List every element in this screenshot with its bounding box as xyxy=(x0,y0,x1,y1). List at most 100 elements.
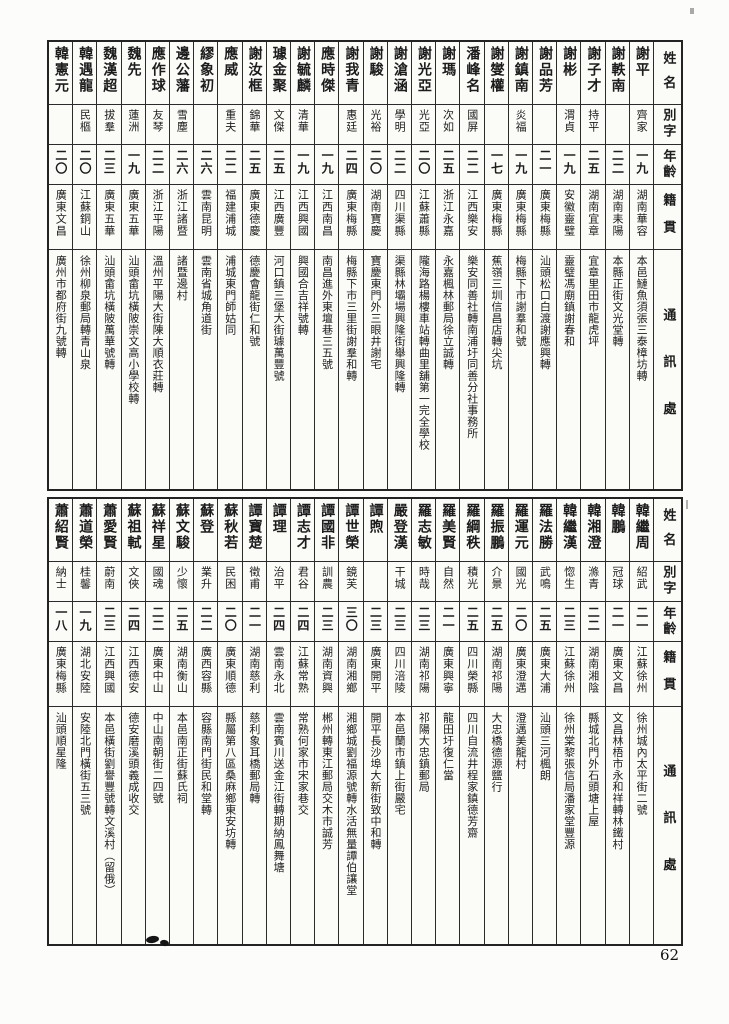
entry-address: 本邑南正街蘇氏祠 xyxy=(175,712,189,804)
entry-origin: 雲南永北 xyxy=(266,642,290,707)
entry-address: 梅縣下市三里街謝羣和轉 xyxy=(344,255,358,382)
directory-entry-column: 譚理 治平 二四 雲南永北 雲南賓川送金江街轉期納鳳舞塘 xyxy=(265,499,290,944)
entry-origin: 浙江平陽 xyxy=(145,185,169,250)
entry-alias: 民樞 xyxy=(73,105,97,145)
directory-entry-column: 應威 重夫 二二 福建浦城 浦城東門師姑同 xyxy=(217,42,242,489)
table-header-column: 姓名 別字 年齡 籍貫 通訊處 xyxy=(653,42,681,489)
directory-entry-column: 羅法勝 武鳴 二五 廣東大浦 汕頭三河楓朗 xyxy=(531,499,557,944)
entry-age: 二六 xyxy=(169,145,194,185)
entry-address: 蕉嶺三圳信昌店轉尖坑 xyxy=(489,255,503,370)
entry-name: 韓湘澄 xyxy=(581,499,605,562)
directory-entry-column: 謝軼南 二二 湖南耒陽 本縣正街文光堂轉 xyxy=(604,42,629,489)
directory-entry-column: 潘峰名 國屏 二二 江西樂安 樂安同善社轉南浦圩同善分社事務所 xyxy=(459,42,484,489)
entry-address: 慈利象耳橋郵局轉 xyxy=(247,712,261,804)
entry-origin: 江蘇蕭縣 xyxy=(411,185,436,250)
header-alias: 別字 xyxy=(654,562,681,602)
directory-entry-column: 譚煦 二三 廣東開平 開平長沙埠大新街致中和轉 xyxy=(362,499,387,944)
entry-name: 繆象初 xyxy=(194,42,218,105)
entry-age: 一九 xyxy=(73,602,97,642)
entry-name: 譚世榮 xyxy=(339,499,363,562)
entry-name: 蘇秋若 xyxy=(218,499,242,562)
entry-address: 文昌林梧市永和祥轉林鐵村 xyxy=(610,712,624,850)
header-origin: 籍貫 xyxy=(654,185,681,250)
entry-age: 二二 xyxy=(460,145,484,185)
entry-age: 二〇 xyxy=(48,145,73,185)
entry-origin: 廣東梅縣 xyxy=(484,185,508,250)
entry-origin: 湖南寶慶 xyxy=(363,185,387,250)
entry-address: 祁陽大忠鎮郵局 xyxy=(417,712,431,793)
entry-age: 二三 xyxy=(315,602,339,642)
entry-origin: 廣東五華 xyxy=(97,185,121,250)
entry-address: 雲南省城角道街 xyxy=(199,255,213,336)
entry-alias: 冠球 xyxy=(605,562,629,602)
directory-entry-column: 蘇秋若 民困 二〇 廣東順德 縣屬第八區桑麻鄉東安坊轉 xyxy=(217,499,242,944)
header-name: 姓名 xyxy=(654,42,681,105)
entry-origin: 廣東文昌 xyxy=(48,185,73,250)
entry-origin: 湖南華容 xyxy=(629,185,653,250)
entry-address: 溫州平陽大街陳大順衣莊轉 xyxy=(151,255,165,393)
entry-alias: 雪塵 xyxy=(169,105,194,145)
entry-name: 邊公藩 xyxy=(169,42,194,105)
entry-origin: 江蘇徐州 xyxy=(629,642,653,707)
directory-entry-column: 魏先 蓮洲 一九 廣東五華 汕頭畲坑橫陂崇文高小學校轉 xyxy=(120,42,145,489)
entry-origin: 湖南湘鄉 xyxy=(339,642,363,707)
entry-origin: 廣東梅縣 xyxy=(339,185,363,250)
entry-origin: 福建浦城 xyxy=(218,185,242,250)
entry-name: 蘇文駿 xyxy=(169,499,194,562)
entry-alias: 訓農 xyxy=(315,562,339,602)
entry-origin: 湖南宜章 xyxy=(581,185,605,250)
directory-entry-column: 謝瑪 次如 二五 浙江永嘉 永嘉楓林郵局徐立誠轉 xyxy=(435,42,460,489)
entry-address: 浦城東門師姑同 xyxy=(223,255,237,336)
entry-address: 本邑鰱魚須張三泰樟坊轉 xyxy=(635,255,649,382)
entry-name: 謝瑪 xyxy=(436,42,460,105)
entry-alias xyxy=(194,105,218,145)
entry-alias: 自然 xyxy=(436,562,460,602)
entry-address: 汕頭畲坑橫陂崇文高小學校轉 xyxy=(126,255,140,405)
entry-name: 韓繼漢 xyxy=(557,499,581,562)
directory-entry-column: 謝平 齊家 一九 湖南華容 本邑鰱魚須張三泰樟坊轉 xyxy=(628,42,653,489)
entry-name: 韓繼周 xyxy=(629,499,653,562)
directory-entry-column: 韓遇龍 民樞 二〇 江蘇銅山 徐州柳泉郵局轉青山泉 xyxy=(72,42,97,489)
entry-age: 二六 xyxy=(194,145,218,185)
directory-entry-column: 謝我青 惠廷 二四 廣東梅縣 梅縣下市三里街謝羣和轉 xyxy=(338,42,363,489)
directory-entry-column: 應作球 友琴 二二 浙江平陽 溫州平陽大街陳大順衣莊轉 xyxy=(144,42,169,489)
header-address: 通訊處 xyxy=(660,763,676,905)
entry-name: 應時傑 xyxy=(315,42,339,105)
entry-address: 德慶會龍街仁和號 xyxy=(247,255,261,347)
entry-origin: 湖南祁陽 xyxy=(484,642,508,707)
entry-alias xyxy=(363,562,387,602)
entry-age: 二〇 xyxy=(73,145,97,185)
directory-entry-column: 譚寶楚 徵甫 二一 湖南慈利 慈利象耳橋郵局轉 xyxy=(241,499,266,944)
directory-entry-column: 蕭紹賢 納士 一八 廣東梅縣 汕頭順星隆 xyxy=(48,499,73,944)
entry-alias: 拔羣 xyxy=(97,105,121,145)
directory-entry-column: 韓繼周 紹武 二一 江蘇徐州 徐州城內太平街二號 xyxy=(628,499,653,944)
entry-origin: 湖南祁陽 xyxy=(411,642,436,707)
entry-alias: 光亞 xyxy=(411,105,436,145)
entry-origin: 四川涪陵 xyxy=(387,642,411,707)
entry-name: 羅志敏 xyxy=(411,499,436,562)
entry-age: 二五 xyxy=(242,145,266,185)
entry-alias: 干城 xyxy=(387,562,411,602)
entry-alias: 惚生 xyxy=(557,562,581,602)
entry-age: 一九 xyxy=(557,145,581,185)
entry-address: 雲南賓川送金江街轉期納鳳舞塘 xyxy=(272,712,286,873)
directory-entry-column: 蘇文駿 少懷 二五 湖南衡山 本邑南正街蘇氏祠 xyxy=(168,499,194,944)
entry-origin: 江蘇銅山 xyxy=(73,185,97,250)
entry-address: 縣城北門外石頭塘上屋 xyxy=(586,712,600,827)
entry-name: 韓憲元 xyxy=(48,42,73,105)
entry-origin: 江西興國 xyxy=(290,185,315,250)
directory-entry-column: 韓湘澄 滌青 二二 湖南湘陰 縣城北門外石頭塘上屋 xyxy=(580,499,605,944)
entry-alias xyxy=(48,105,73,145)
entry-address: 汕頭順星隆 xyxy=(54,712,68,770)
entry-alias: 光裕 xyxy=(363,105,387,145)
entry-origin: 廣東梅縣 xyxy=(48,642,73,707)
entry-age: 二一 xyxy=(629,602,653,642)
entry-name: 韓遇龍 xyxy=(73,42,97,105)
entry-alias: 民困 xyxy=(218,562,242,602)
entry-alias: 清華 xyxy=(290,105,315,145)
entry-age: 二二 xyxy=(194,602,218,642)
entry-origin: 廣東文昌 xyxy=(605,642,629,707)
entry-origin: 湖南耒陽 xyxy=(605,185,629,250)
entry-address: 廣州市都府街九號轉 xyxy=(54,255,68,359)
entry-name: 魏先 xyxy=(121,42,145,105)
